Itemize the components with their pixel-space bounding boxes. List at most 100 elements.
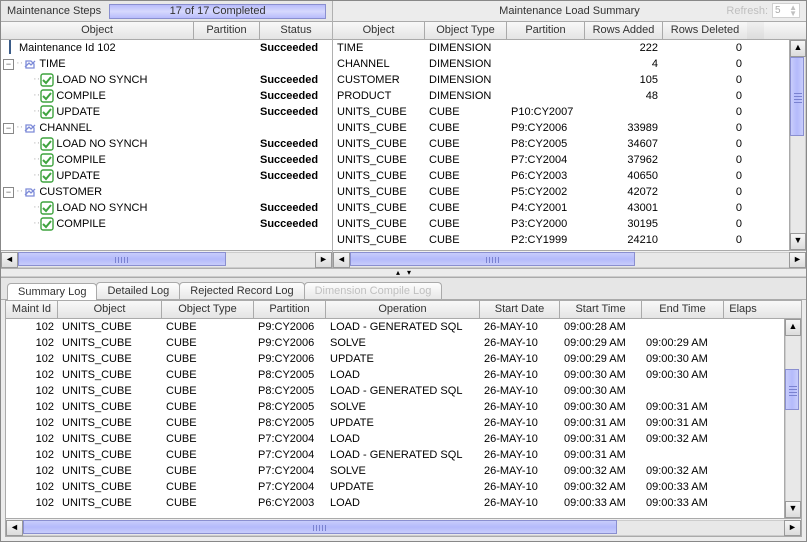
col-operation[interactable]: Operation [326, 301, 480, 318]
steps-hscrollbar[interactable]: ◄ ► [1, 250, 332, 268]
collapse-toggle[interactable]: − [3, 187, 14, 198]
cell-partition: P8:CY2005 [254, 415, 326, 431]
cell-object: UNITS_CUBE [58, 319, 162, 335]
tree-leaf[interactable]: ··COMPILESucceeded [1, 216, 332, 232]
cell-deleted: 0 [663, 152, 747, 168]
steps-tree[interactable]: Maintenance Id 102Succeeded−··TIME··LOAD… [1, 40, 332, 250]
summary-row[interactable]: UNITS_CUBECUBEP8:CY2005346070 [333, 136, 789, 152]
summary-row[interactable]: CHANNELDIMENSION40 [333, 56, 789, 72]
summary-rows[interactable]: TIMEDIMENSION2220CHANNELDIMENSION40CUSTO… [333, 40, 789, 250]
scroll-down-btn[interactable]: ▼ [790, 233, 806, 250]
col-object[interactable]: Object [58, 301, 162, 318]
summary-row[interactable]: UNITS_CUBECUBEP4:CY2001430010 [333, 200, 789, 216]
vscroll-track[interactable] [790, 57, 806, 233]
tree-group[interactable]: −··CHANNEL [1, 120, 332, 136]
scroll-left-btn[interactable]: ◄ [6, 520, 23, 536]
summary-vscrollbar[interactable]: ▲ ▼ [789, 40, 806, 250]
cell-added: 105 [585, 72, 663, 88]
cell-maint-id: 102 [6, 463, 58, 479]
summary-row[interactable]: UNITS_CUBECUBEP10:CY20070 [333, 104, 789, 120]
cell-partition: P9:CY2006 [507, 120, 585, 136]
tab-rejected-record-log[interactable]: Rejected Record Log [179, 282, 304, 299]
log-row[interactable]: 102UNITS_CUBECUBEP7:CY2004LOAD26-MAY-100… [6, 431, 784, 447]
col-object-type[interactable]: Object Type [162, 301, 254, 318]
scroll-right-btn[interactable]: ► [789, 252, 806, 268]
scroll-thumb[interactable] [350, 252, 635, 266]
summary-row[interactable]: UNITS_CUBECUBEP7:CY2004379620 [333, 152, 789, 168]
tree-root[interactable]: Maintenance Id 102Succeeded [1, 40, 332, 56]
collapse-toggle[interactable]: − [3, 123, 14, 134]
col-object[interactable]: Object [1, 22, 194, 39]
cell-type: DIMENSION [425, 72, 507, 88]
scroll-track[interactable] [18, 252, 315, 268]
tree-leaf[interactable]: ··UPDATESucceeded [1, 168, 332, 184]
col-maint-id[interactable]: Maint Id [6, 301, 58, 318]
cell-type: CUBE [162, 495, 254, 511]
vscroll-track[interactable] [785, 336, 801, 501]
log-vscrollbar[interactable]: ▲ ▼ [784, 319, 801, 518]
col-partition[interactable]: Partition [194, 22, 260, 39]
col-end-time[interactable]: End Time [642, 301, 724, 318]
col-start-time[interactable]: Start Time [560, 301, 642, 318]
tree-leaf[interactable]: ··LOAD NO SYNCHSucceeded [1, 136, 332, 152]
tree-leaf[interactable]: ··UPDATESucceeded [1, 104, 332, 120]
tab-detailed-log[interactable]: Detailed Log [96, 282, 180, 299]
scroll-thumb[interactable] [18, 252, 226, 266]
scroll-thumb[interactable] [23, 520, 617, 534]
tree-group[interactable]: −··TIME [1, 56, 332, 72]
tree-leaf[interactable]: ··COMPILESucceeded [1, 88, 332, 104]
scroll-left-btn[interactable]: ◄ [1, 252, 18, 268]
scroll-track[interactable] [23, 520, 784, 536]
scroll-up-btn[interactable]: ▲ [785, 319, 801, 336]
cell-start-date: 26-MAY-10 [480, 367, 560, 383]
cell-operation: SOLVE [326, 335, 480, 351]
scroll-right-btn[interactable]: ► [315, 252, 332, 268]
summary-row[interactable]: UNITS_CUBECUBEP3:CY2000301950 [333, 216, 789, 232]
tree-group[interactable]: −··CUSTOMER [1, 184, 332, 200]
summary-row[interactable]: PRODUCTDIMENSION480 [333, 88, 789, 104]
tree-leaf[interactable]: ··LOAD NO SYNCHSucceeded [1, 72, 332, 88]
tab-summary-log[interactable]: Summary Log [7, 283, 97, 300]
scroll-right-btn[interactable]: ► [784, 520, 801, 536]
col-start-date[interactable]: Start Date [480, 301, 560, 318]
log-rows[interactable]: 102UNITS_CUBECUBEP9:CY2006 LOAD - GENERA… [6, 319, 784, 518]
log-row[interactable]: 102UNITS_CUBECUBEP7:CY2004 LOAD - GENERA… [6, 447, 784, 463]
scroll-track[interactable] [350, 252, 789, 268]
summary-hscrollbar[interactable]: ◄ ► [333, 250, 806, 268]
split-divider[interactable]: ▴ ▾ [1, 269, 806, 277]
log-row[interactable]: 102UNITS_CUBECUBEP7:CY2004SOLVE26-MAY-10… [6, 463, 784, 479]
col-object[interactable]: Object [333, 22, 425, 39]
summary-row[interactable]: UNITS_CUBECUBEP2:CY1999242100 [333, 232, 789, 248]
tree-leaf[interactable]: ··COMPILESucceeded [1, 152, 332, 168]
col-partition[interactable]: Partition [254, 301, 326, 318]
summary-row[interactable]: UNITS_CUBECUBEP6:CY2003406500 [333, 168, 789, 184]
scroll-up-btn[interactable]: ▲ [790, 40, 806, 57]
log-row[interactable]: 102UNITS_CUBECUBEP8:CY2005UPDATE26-MAY-1… [6, 415, 784, 431]
col-partition[interactable]: Partition [507, 22, 585, 39]
log-row[interactable]: 102UNITS_CUBECUBEP8:CY2005SOLVE26-MAY-10… [6, 399, 784, 415]
log-row[interactable]: 102UNITS_CUBECUBEP8:CY2005LOAD26-MAY-100… [6, 367, 784, 383]
collapse-toggle[interactable]: − [3, 59, 14, 70]
summary-row[interactable]: UNITS_CUBECUBEP9:CY2006339890 [333, 120, 789, 136]
scroll-left-btn[interactable]: ◄ [333, 252, 350, 268]
col-object-type[interactable]: Object Type [425, 22, 507, 39]
vscroll-thumb[interactable] [790, 57, 804, 136]
scroll-down-btn[interactable]: ▼ [785, 501, 801, 518]
log-row[interactable]: 102UNITS_CUBECUBEP6:CY2003LOAD26-MAY-100… [6, 495, 784, 511]
log-row[interactable]: 102UNITS_CUBECUBEP7:CY2004UPDATE26-MAY-1… [6, 479, 784, 495]
col-rows-added[interactable]: Rows Added [585, 22, 663, 39]
tree-leaf[interactable]: ··LOAD NO SYNCHSucceeded [1, 200, 332, 216]
summary-row[interactable]: UNITS_CUBECUBEP5:CY2002420720 [333, 184, 789, 200]
vscroll-thumb[interactable] [785, 369, 799, 410]
col-rows-deleted[interactable]: Rows Deleted [663, 22, 747, 39]
log-row[interactable]: 102UNITS_CUBECUBEP9:CY2006SOLVE26-MAY-10… [6, 335, 784, 351]
col-status[interactable]: Status [260, 22, 332, 39]
summary-row[interactable]: TIMEDIMENSION2220 [333, 40, 789, 56]
refresh-spinner[interactable]: 5 ▲▼ [772, 3, 800, 18]
log-hscrollbar[interactable]: ◄ ► [6, 518, 801, 536]
log-row[interactable]: 102UNITS_CUBECUBEP9:CY2006 LOAD - GENERA… [6, 319, 784, 335]
log-row[interactable]: 102UNITS_CUBECUBEP8:CY2005 LOAD - GENERA… [6, 383, 784, 399]
col-elapsed[interactable]: Elaps [724, 301, 762, 318]
summary-row[interactable]: CUSTOMERDIMENSION1050 [333, 72, 789, 88]
log-row[interactable]: 102UNITS_CUBECUBEP9:CY2006UPDATE26-MAY-1… [6, 351, 784, 367]
